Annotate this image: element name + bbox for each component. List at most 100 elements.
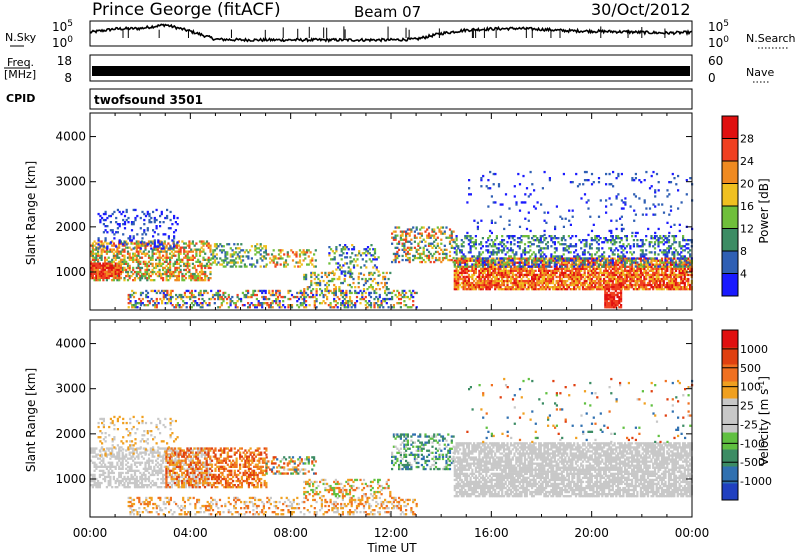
power-data-cell [365, 248, 368, 251]
power-data-cell [641, 281, 644, 285]
power-data-cell [641, 255, 644, 258]
power-data-cell [235, 247, 238, 250]
power-data-cell [682, 269, 685, 272]
power-data-cell [116, 276, 119, 279]
power-data-cell [233, 259, 236, 262]
power-data-cell [205, 264, 209, 268]
power-data-cell [309, 251, 312, 254]
power-data-cell [116, 252, 119, 255]
power-data-cell [167, 268, 170, 272]
power-data-cell [545, 265, 548, 268]
power-data-cell [511, 273, 514, 277]
power-data-cell [550, 257, 553, 260]
power-data-cell [147, 277, 151, 280]
power-data-cell [398, 248, 401, 251]
power-data-cell [564, 288, 567, 291]
power-data-cell [567, 247, 570, 250]
power-data-cell [371, 286, 374, 289]
power-data-cell [485, 241, 488, 244]
power-data-cell [657, 273, 660, 277]
power-data-cell [238, 257, 241, 260]
power-data-cell [618, 279, 621, 283]
power-data-cell [543, 277, 546, 281]
power-data-cell [158, 270, 161, 274]
power-data-cell [610, 275, 613, 279]
power-data-cell [201, 306, 204, 309]
power-data-cell [478, 288, 481, 291]
power-data-cell [474, 286, 477, 289]
power-data-cell [97, 243, 100, 246]
power-data-cell [592, 267, 595, 270]
power-data-cell [506, 275, 509, 279]
power-data-cell [573, 251, 576, 254]
power-data-cell [229, 261, 232, 264]
power-data-cell [238, 251, 241, 254]
power-data-cell [139, 274, 142, 278]
power-data-cell [597, 271, 600, 275]
power-data-cell [104, 229, 107, 232]
power-data-cell [601, 257, 604, 260]
power-data-cell [548, 279, 551, 283]
power-data-cell [350, 306, 353, 309]
power-data-cell [91, 264, 94, 267]
power-data-cell [462, 271, 465, 275]
power-data-cell [478, 251, 481, 254]
power-data-cell [566, 245, 569, 248]
power-data-cell [93, 262, 96, 265]
power-data-cell [183, 246, 186, 249]
power-data-cell [304, 253, 307, 256]
power-data-cell [405, 252, 408, 256]
power-data-cell [171, 247, 174, 250]
power-data-cell [107, 272, 110, 275]
power-data-cell [95, 266, 98, 269]
power-data-cell [543, 233, 546, 237]
power-data-cell [338, 275, 341, 279]
power-data-cell [483, 275, 486, 279]
power-data-cell [242, 259, 245, 262]
power-data-cell [569, 251, 572, 254]
power-data-cell [478, 265, 481, 268]
power-data-cell [662, 235, 665, 238]
power-data-cell [112, 252, 115, 255]
power-data-cell [135, 270, 138, 274]
power-data-cell [191, 258, 194, 261]
power-data-cell [643, 263, 646, 266]
power-data-cell [487, 205, 490, 208]
power-data-cell [132, 295, 136, 299]
power-data-cell [595, 237, 599, 240]
power-data-cell [494, 286, 497, 289]
power-data-cell [193, 266, 196, 270]
power-data-cell [673, 286, 676, 289]
power-data-cell [157, 245, 160, 248]
power-data-cell [494, 201, 497, 204]
power-data-cell [412, 289, 415, 293]
power-data-cell [599, 275, 602, 279]
power-data-cell [455, 288, 458, 291]
power-data-cell [683, 273, 686, 277]
power-data-cell [594, 271, 597, 275]
power-data-cell [476, 225, 479, 228]
power-data-cell [120, 212, 123, 216]
power-data-cell [487, 269, 490, 272]
power-data-cell [469, 241, 472, 244]
power-data-cell [128, 258, 131, 261]
power-data-cell [121, 266, 124, 270]
power-data-cell [634, 235, 637, 238]
power-data-cell [632, 245, 635, 248]
power-data-cell [401, 242, 404, 245]
power-data-cell [506, 279, 509, 283]
power-data-cell [348, 304, 352, 307]
power-data-cell [608, 255, 611, 258]
power-data-cell [469, 247, 472, 250]
power-data-cell [474, 239, 477, 242]
power-data-cell [184, 250, 187, 253]
power-data-cell [682, 261, 685, 264]
power-data-cell [429, 260, 432, 264]
power-data-cell [683, 288, 686, 291]
power-data-cell [689, 288, 692, 291]
power-data-cell [91, 246, 94, 249]
power-data-cell [457, 279, 460, 283]
power-data-cell [350, 275, 353, 279]
power-data-cell [574, 243, 578, 246]
power-data-cell [664, 273, 667, 277]
